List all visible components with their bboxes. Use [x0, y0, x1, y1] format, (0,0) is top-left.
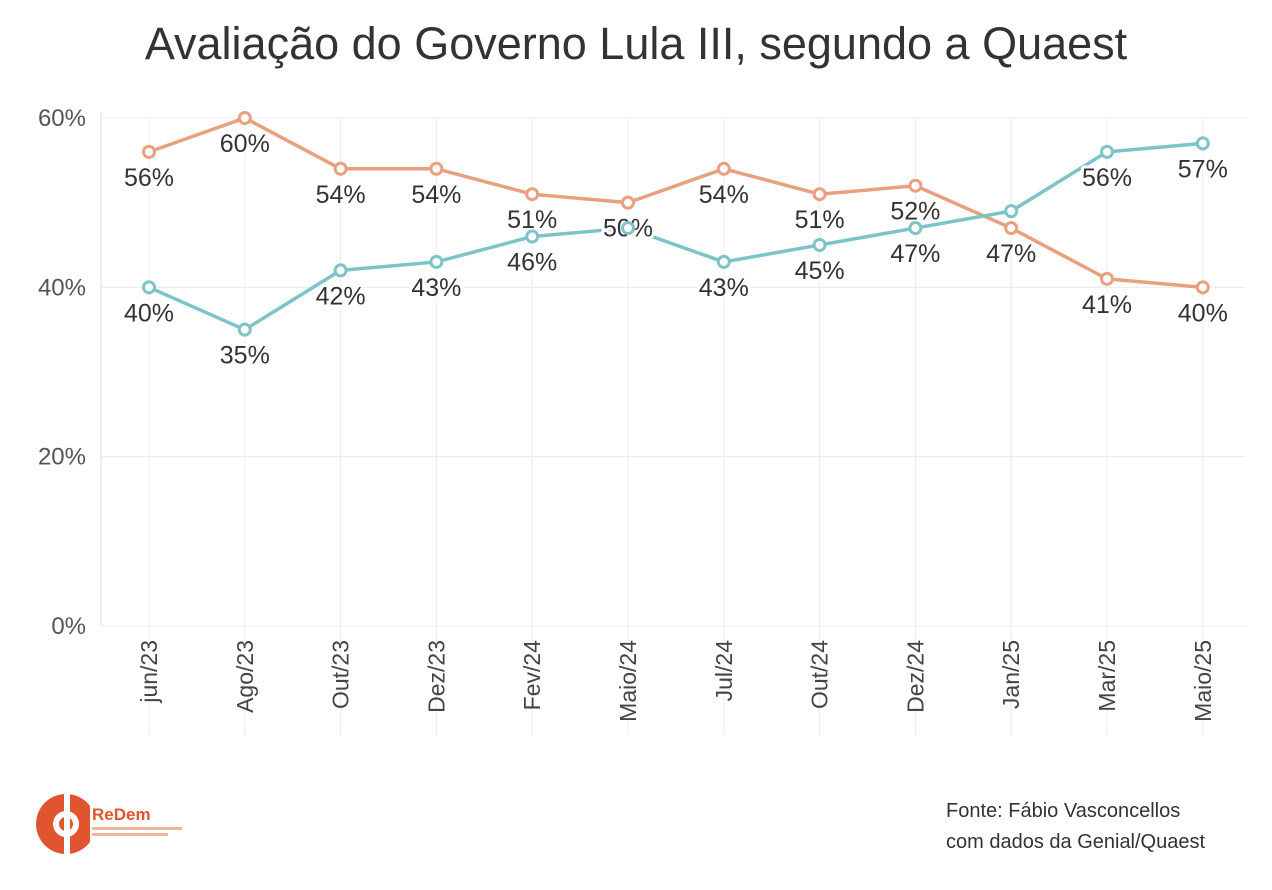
x-tick-label: Maio/24: [615, 640, 641, 722]
data-label: 46%: [507, 249, 557, 277]
data-label: 57%: [1178, 155, 1228, 183]
y-tick-label: 60%: [38, 105, 86, 132]
data-point: [333, 263, 348, 278]
data-point: [333, 161, 348, 176]
data-point: [142, 280, 156, 295]
data-label: 40%: [124, 299, 174, 327]
data-point: [237, 322, 252, 337]
data-label: 56%: [124, 164, 174, 192]
data-point: [1004, 204, 1019, 219]
data-point: [908, 221, 923, 236]
data-label: 54%: [411, 181, 461, 209]
data-point: [812, 187, 827, 202]
data-point: [1004, 221, 1019, 236]
data-label: 45%: [795, 257, 845, 285]
source-note: Fonte: Fábio Vasconcellos com dados da G…: [946, 796, 1205, 858]
data-label: 54%: [699, 181, 749, 209]
data-label: 40%: [1178, 299, 1228, 327]
data-point: [812, 238, 827, 252]
data-point: [1195, 136, 1210, 151]
data-point: [237, 111, 252, 125]
redem-logo-mark: [36, 788, 96, 862]
data-label: 43%: [699, 274, 749, 302]
x-tick-label: Out/24: [807, 640, 833, 709]
data-point: [1195, 280, 1210, 295]
source-line-1: Fonte: Fábio Vasconcellos: [946, 800, 1181, 822]
data-point: [716, 254, 731, 269]
logo-tagline-2: [92, 833, 168, 836]
data-label: 42%: [316, 282, 366, 310]
series-line-1: [148, 116, 1203, 290]
x-tick-label: Dez/23: [423, 640, 449, 713]
y-tick-label: 40%: [38, 274, 86, 301]
data-point: [716, 161, 731, 176]
chart-title: Avaliação do Governo Lula III, segundo a…: [144, 18, 1128, 69]
x-tick-label: Jan/25: [998, 640, 1024, 709]
data-label: 54%: [316, 181, 366, 209]
data-point: [1100, 271, 1114, 286]
data-label: 43%: [411, 274, 461, 302]
x-tick-label: Ago/23: [232, 640, 258, 713]
redem-logo: ReDem: [30, 788, 182, 862]
data-point: [1100, 144, 1114, 159]
data-point: [621, 195, 635, 210]
data-label: 51%: [795, 206, 845, 234]
data-label: 47%: [890, 240, 940, 268]
line-chart: 0% 20% 40% 60% jun/23 Ago/23 Out/23 Dez/23 Fev/2…: [38, 105, 1246, 735]
data-point: [908, 178, 923, 193]
y-tick-label: 0%: [51, 613, 86, 640]
y-tick-label: 20%: [38, 444, 86, 471]
source-line-2: com dados da Genial/Quaest: [946, 831, 1206, 853]
data-point: [525, 229, 540, 244]
data-point: [429, 161, 444, 176]
logo-name: ReDem: [92, 805, 151, 824]
x-tick-label: Dez/24: [902, 640, 928, 713]
x-tick-label: Mar/25: [1094, 640, 1120, 712]
x-tick-label: Jul/24: [711, 640, 737, 702]
data-label: 41%: [1082, 291, 1132, 319]
series-line-2: [148, 141, 1203, 332]
data-label: 35%: [220, 342, 270, 370]
x-tick-label: Maio/25: [1190, 640, 1216, 722]
data-point: [621, 221, 635, 236]
data-label: 60%: [220, 130, 270, 158]
data-point: [429, 254, 444, 269]
x-tick-label: jun/23: [136, 640, 162, 704]
data-point: [525, 187, 540, 202]
data-label: 47%: [986, 240, 1036, 268]
data-label: 56%: [1082, 164, 1132, 192]
x-tick-label: Out/23: [328, 640, 354, 709]
logo-tagline: [92, 827, 182, 830]
data-point: [142, 144, 156, 159]
x-tick-label: Fev/24: [519, 640, 545, 711]
